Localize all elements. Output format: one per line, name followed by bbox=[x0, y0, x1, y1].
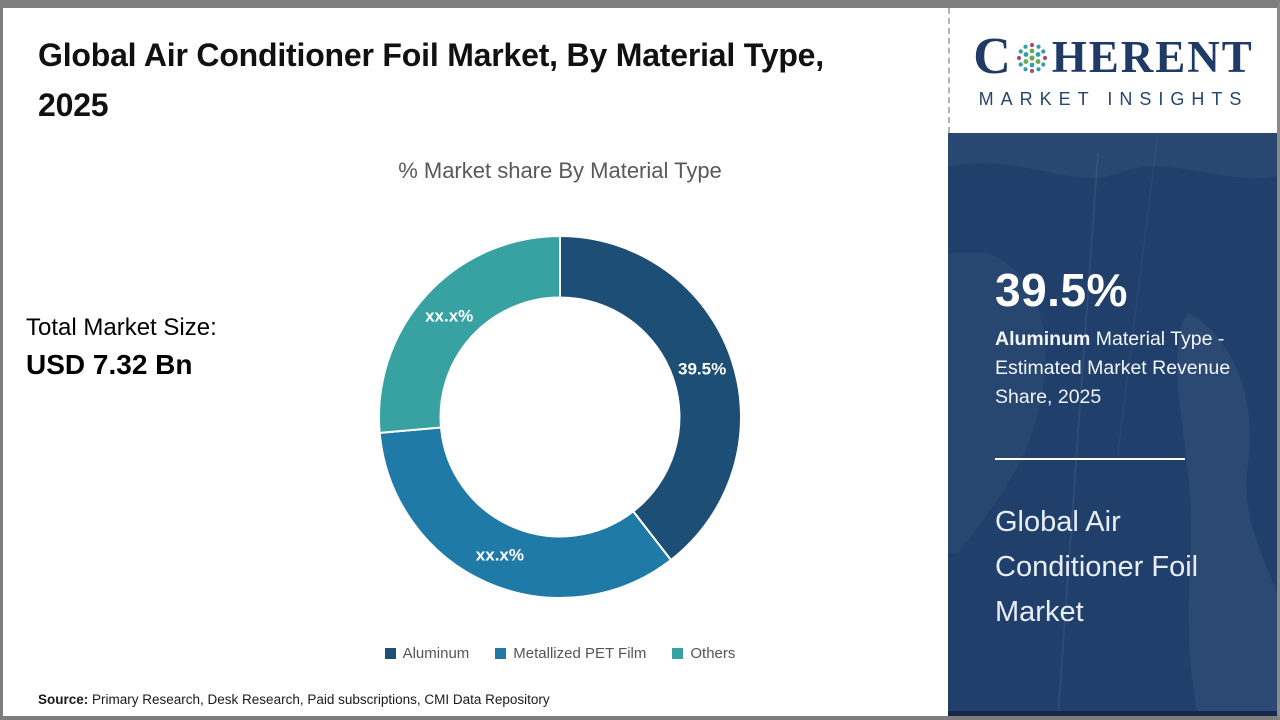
panel-divider-line bbox=[995, 458, 1185, 460]
highlight-stat-value: 39.5% bbox=[995, 264, 1128, 316]
highlight-stat-description: Aluminum Material Type - Estimated Marke… bbox=[995, 325, 1235, 412]
legend-item-others: Others bbox=[672, 645, 735, 662]
brand-logo: C HERENT MARKET INSIGHTS bbox=[948, 8, 1277, 133]
legend-label: Others bbox=[690, 645, 736, 662]
source-note: Source: Primary Research, Desk Research,… bbox=[38, 692, 550, 707]
legend-swatch-icon bbox=[495, 648, 507, 659]
logo-letter-c: C bbox=[973, 28, 1012, 85]
brand-logo-wordmark: C HERENT bbox=[973, 31, 1254, 83]
donut-segment-metallized-pet-film bbox=[378, 426, 673, 599]
logo-wordmark-rest: HERENT bbox=[1051, 31, 1254, 82]
donut-segment-aluminum bbox=[559, 234, 742, 562]
donut-chart: 39.5% xx.x% xx.x% bbox=[360, 217, 760, 617]
legend-swatch-icon bbox=[672, 648, 684, 659]
total-market-size-block: Total Market Size: USD 7.32 Bn bbox=[26, 314, 217, 381]
donut-segment-others bbox=[378, 234, 561, 434]
legend-swatch-icon bbox=[384, 648, 396, 659]
chart-legend: Aluminum Metallized PET Film Others bbox=[250, 645, 870, 662]
donut-svg: 39.5% xx.x% xx.x% bbox=[378, 234, 742, 599]
highlight-panel: 39.5% Aluminum Material Type - Estimated… bbox=[948, 133, 1277, 716]
highlight-panel-content: 39.5% Aluminum Material Type - Estimated… bbox=[948, 263, 1277, 635]
source-label: Source: bbox=[38, 692, 89, 707]
logo-subtitle: MARKET INSIGHTS bbox=[978, 89, 1249, 109]
legend-label: Metallized PET Film bbox=[513, 645, 647, 662]
legend-label: Aluminum bbox=[402, 645, 470, 662]
donut-segment-label: xx.x% bbox=[476, 546, 524, 565]
highlight-stat-segment: Aluminum bbox=[995, 328, 1091, 350]
source-text: Primary Research, Desk Research, Paid su… bbox=[88, 692, 550, 707]
legend-item-aluminum: Aluminum bbox=[384, 645, 470, 662]
dotted-globe-icon bbox=[1016, 42, 1047, 74]
legend-item-metallized-pet-film: Metallized PET Film bbox=[495, 645, 646, 662]
panel-bottom-edge bbox=[948, 711, 1277, 716]
donut-segment-label: 39.5% bbox=[678, 359, 726, 378]
chart-title: % Market share By Material Type bbox=[398, 158, 722, 183]
donut-segment-label: xx.x% bbox=[425, 307, 473, 326]
highlight-stat-rest: Material Type - Estimated Market Revenue… bbox=[995, 328, 1231, 408]
total-market-size-label: Total Market Size: bbox=[26, 314, 217, 341]
market-name: Global Air Conditioner Foil Market bbox=[995, 506, 1199, 628]
page-title: Global Air Conditioner Foil Market, By M… bbox=[38, 37, 824, 123]
total-market-size-value: USD 7.32 Bn bbox=[26, 349, 193, 380]
